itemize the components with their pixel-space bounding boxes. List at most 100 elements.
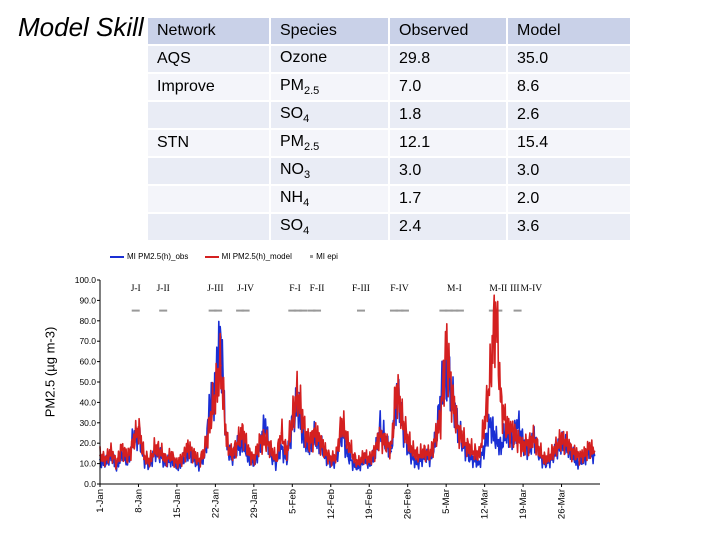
y-tick-label: 50.0 [79, 377, 96, 387]
episode-label: J-III [207, 284, 223, 294]
cell-observed: 12.1 [388, 129, 507, 157]
species-subscript: 2.5 [304, 141, 320, 154]
data-point-model [533, 438, 535, 441]
data-point-model [126, 456, 129, 459]
data-point-model [219, 364, 222, 367]
header-model: Model [506, 18, 630, 45]
epi-marker [208, 309, 217, 312]
cell-observed: 1.7 [388, 185, 507, 213]
x-tick-label: 22-Jan [210, 489, 221, 518]
data-point-obs [511, 442, 513, 445]
cell-model: 3.0 [506, 157, 630, 185]
data-point-model [318, 438, 321, 441]
data-point-obs [467, 454, 470, 457]
data-point-model [483, 421, 486, 424]
y-tick-label: 0.0 [84, 479, 96, 489]
data-point-obs [346, 452, 349, 455]
epi-marker [131, 309, 140, 312]
cell-model-text: 2.0 [517, 190, 540, 207]
data-point-model [373, 450, 376, 453]
data-point-model [307, 442, 310, 445]
series-line-model [99, 294, 596, 470]
episode-label: J-II [157, 284, 170, 294]
epi-marker [236, 309, 245, 312]
data-point-model [406, 438, 409, 441]
epi-marker [241, 309, 250, 312]
x-tick-label: 5-Mar [441, 489, 452, 514]
data-point-model [176, 462, 178, 465]
data-point-model [505, 425, 508, 428]
data-point-model [110, 450, 112, 453]
x-tick-label: 26-Feb [403, 489, 414, 519]
data-point-model [549, 454, 552, 457]
epi-marker [450, 309, 459, 312]
cell-network [148, 101, 270, 129]
cell-species-text: NH [280, 188, 304, 206]
cell-model: 15.4 [506, 129, 630, 157]
data-point-model [527, 442, 530, 445]
epi-marker [293, 309, 302, 312]
x-tick-label: 26-Mar [557, 489, 568, 519]
epi-marker [389, 309, 398, 312]
data-point-obs [483, 446, 486, 449]
data-point-model [148, 460, 151, 463]
cell-species: NO3 [269, 157, 389, 185]
cell-model-text: 3.0 [517, 162, 540, 179]
cell-model-text: 35.0 [517, 50, 549, 67]
data-point-model [538, 450, 541, 453]
data-point-obs [280, 446, 283, 449]
data-point-model [170, 454, 173, 457]
cell-species: PM2.5 [269, 73, 389, 101]
cell-species-text: PM [280, 76, 304, 94]
table-row: SO4 1.8 2.6 [148, 101, 630, 129]
data-point-model [154, 446, 156, 449]
data-point-model [252, 458, 255, 461]
legend-obs-label: MI PM2.5(h)_obs [127, 252, 189, 262]
data-point-model [566, 442, 568, 445]
epi-marker [159, 309, 168, 312]
data-point-model [577, 454, 579, 457]
cell-observed: 1.8 [388, 101, 507, 129]
episode-label: J-I [131, 284, 141, 294]
data-point-model [192, 452, 195, 455]
data-point-model [203, 450, 206, 453]
cell-model-text: 2.6 [517, 106, 540, 123]
cell-observed-text: 3.0 [399, 162, 422, 179]
cell-observed-text: 7.0 [399, 78, 422, 95]
cell-species-text: NO [280, 160, 304, 178]
data-point-model [247, 450, 250, 453]
cell-species-text: Ozone [280, 48, 328, 66]
data-point-model [456, 425, 459, 428]
episode-label: J-IV [237, 284, 254, 294]
data-point-obs [445, 370, 448, 373]
data-point-model [329, 458, 332, 461]
data-point-model [335, 454, 338, 457]
cell-model: 2.6 [506, 101, 630, 129]
data-point-model [582, 454, 585, 457]
epi-marker [307, 309, 316, 312]
episode-label: M-II [489, 284, 507, 294]
data-point-model [560, 438, 563, 441]
cell-model: 8.6 [506, 73, 630, 101]
y-tick-label: 10.0 [79, 459, 96, 469]
data-point-model [472, 450, 475, 453]
data-point-model [143, 454, 145, 457]
table-header-row: Network Species Observed Model [148, 18, 630, 45]
x-tick-label: 19-Mar [518, 489, 529, 519]
cell-observed: 29.8 [388, 45, 507, 73]
data-point-model [417, 454, 420, 457]
cell-observed-text: 2.4 [399, 218, 422, 235]
data-point-model [357, 462, 360, 465]
cell-network-text: Improve [157, 78, 215, 95]
data-point-obs [500, 446, 502, 449]
header-observed: Observed [388, 18, 507, 45]
data-point-model [384, 442, 387, 445]
legend-model-label: MI PM2.5(h)_model [221, 252, 292, 262]
episode-label: M-I [447, 284, 462, 294]
data-point-obs [489, 421, 492, 424]
data-point-model [291, 417, 294, 420]
cell-model: 3.6 [506, 213, 630, 241]
data-point-model [522, 446, 524, 449]
legend-epi-label: MI epi [316, 252, 338, 262]
